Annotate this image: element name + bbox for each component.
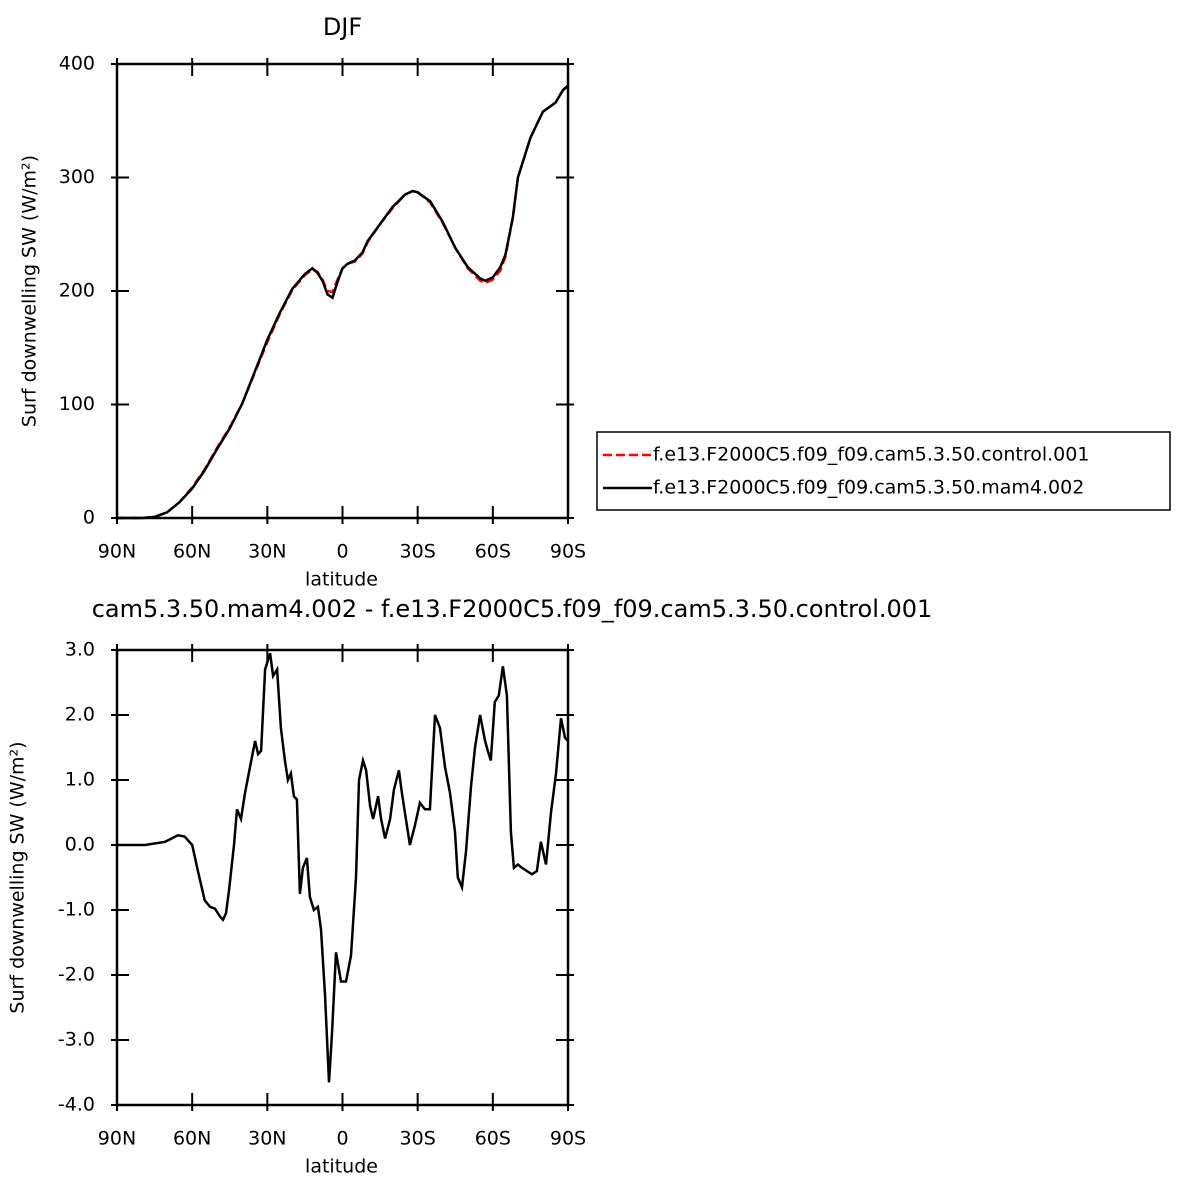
chart-title: DJF (323, 13, 362, 41)
series-line (117, 652, 569, 1083)
x-tick-label: 60S (475, 1128, 511, 1150)
y-tick-label: 3.0 (65, 639, 95, 661)
y-tick-label: 0.0 (65, 834, 95, 856)
plot-frame (115, 648, 570, 1107)
x-tick-label: 90S (550, 541, 586, 563)
y-tick-label: -4.0 (58, 1094, 95, 1116)
x-tick-label: 60N (173, 1128, 211, 1150)
x-tick-label: 60S (475, 541, 511, 563)
series-line (117, 85, 569, 520)
x-tick-label: 0 (336, 1128, 348, 1150)
x-axis-label: latitude (305, 1156, 378, 1178)
y-tick-label: 1.0 (65, 769, 95, 791)
y-tick-label: -1.0 (58, 899, 95, 921)
series-line (117, 84, 569, 520)
y-tick-label: -2.0 (58, 964, 95, 986)
x-tick-label: 90N (98, 1128, 136, 1150)
x-tick-label: 30N (248, 541, 286, 563)
legend-label: f.e13.F2000C5.f09_f09.cam5.3.50.mam4.002 (653, 477, 1084, 499)
y-axis-label: Surf downwelling SW (W/m²) (7, 741, 29, 1013)
x-tick-label: 90N (98, 541, 136, 563)
y-tick-label: 300 (59, 166, 95, 188)
x-tick-label: 90S (550, 1128, 586, 1150)
x-tick-label: 30S (400, 541, 436, 563)
x-tick-label: 60N (173, 541, 211, 563)
chart-title: cam5.3.50.mam4.002 - f.e13.F2000C5.f09_f… (92, 595, 933, 623)
legend-box (596, 431, 1171, 511)
plot-frame (115, 62, 570, 520)
x-axis-label: latitude (305, 569, 378, 591)
y-tick-label: 2.0 (65, 704, 95, 726)
y-tick-label: 200 (59, 280, 95, 302)
legend-label: f.e13.F2000C5.f09_f09.cam5.3.50.control.… (653, 444, 1089, 466)
y-tick-label: -3.0 (58, 1029, 95, 1051)
x-tick-label: 0 (336, 541, 348, 563)
y-axis-label: Surf downwelling SW (W/m²) (19, 155, 41, 427)
y-tick-label: 400 (59, 53, 95, 75)
x-tick-label: 30S (400, 1128, 436, 1150)
x-tick-label: 30N (248, 1128, 286, 1150)
y-tick-label: 0 (83, 507, 95, 529)
y-tick-label: 100 (59, 393, 95, 415)
